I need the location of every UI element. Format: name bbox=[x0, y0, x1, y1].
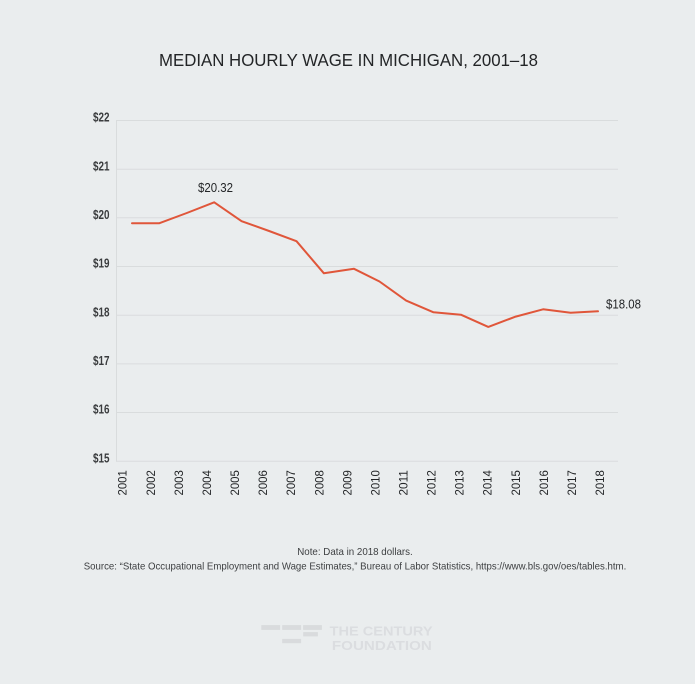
svg-text:FOUNDATION: FOUNDATION bbox=[332, 638, 432, 653]
svg-text:$22: $22 bbox=[93, 111, 110, 125]
svg-text:Source: “State Occupational Em: Source: “State Occupational Employment a… bbox=[84, 561, 627, 573]
svg-text:$20.32: $20.32 bbox=[198, 181, 233, 195]
svg-text:THE CENTURY: THE CENTURY bbox=[330, 624, 433, 639]
svg-text:2013: 2013 bbox=[453, 470, 467, 496]
svg-text:2011: 2011 bbox=[397, 470, 411, 496]
svg-text:2009: 2009 bbox=[340, 470, 354, 496]
svg-text:2008: 2008 bbox=[312, 470, 326, 496]
svg-text:$20: $20 bbox=[93, 208, 110, 222]
svg-text:2003: 2003 bbox=[172, 470, 186, 496]
svg-text:2014: 2014 bbox=[481, 470, 495, 496]
svg-text:$15: $15 bbox=[93, 451, 110, 465]
svg-text:2015: 2015 bbox=[509, 470, 523, 496]
svg-text:2005: 2005 bbox=[228, 470, 242, 496]
svg-text:2004: 2004 bbox=[200, 470, 214, 496]
svg-text:2002: 2002 bbox=[144, 470, 158, 496]
svg-text:2006: 2006 bbox=[256, 470, 270, 496]
svg-text:$18.08: $18.08 bbox=[606, 298, 641, 312]
svg-text:2001: 2001 bbox=[116, 470, 130, 496]
svg-text:$21: $21 bbox=[93, 159, 110, 173]
svg-text:2016: 2016 bbox=[537, 470, 551, 496]
svg-text:2018: 2018 bbox=[593, 470, 607, 496]
svg-text:$17: $17 bbox=[93, 354, 110, 368]
svg-text:2007: 2007 bbox=[284, 470, 298, 496]
svg-text:2010: 2010 bbox=[368, 470, 382, 496]
svg-text:Note: Data in 2018 dollars.: Note: Data in 2018 dollars. bbox=[297, 546, 413, 558]
svg-text:MEDIAN HOURLY WAGE IN MICHIGAN: MEDIAN HOURLY WAGE IN MICHIGAN, 2001–18 bbox=[159, 50, 538, 70]
svg-text:$16: $16 bbox=[93, 403, 110, 417]
svg-text:2012: 2012 bbox=[425, 470, 439, 496]
svg-text:$19: $19 bbox=[93, 257, 110, 271]
svg-text:$18: $18 bbox=[93, 305, 110, 319]
svg-text:2017: 2017 bbox=[565, 470, 579, 496]
